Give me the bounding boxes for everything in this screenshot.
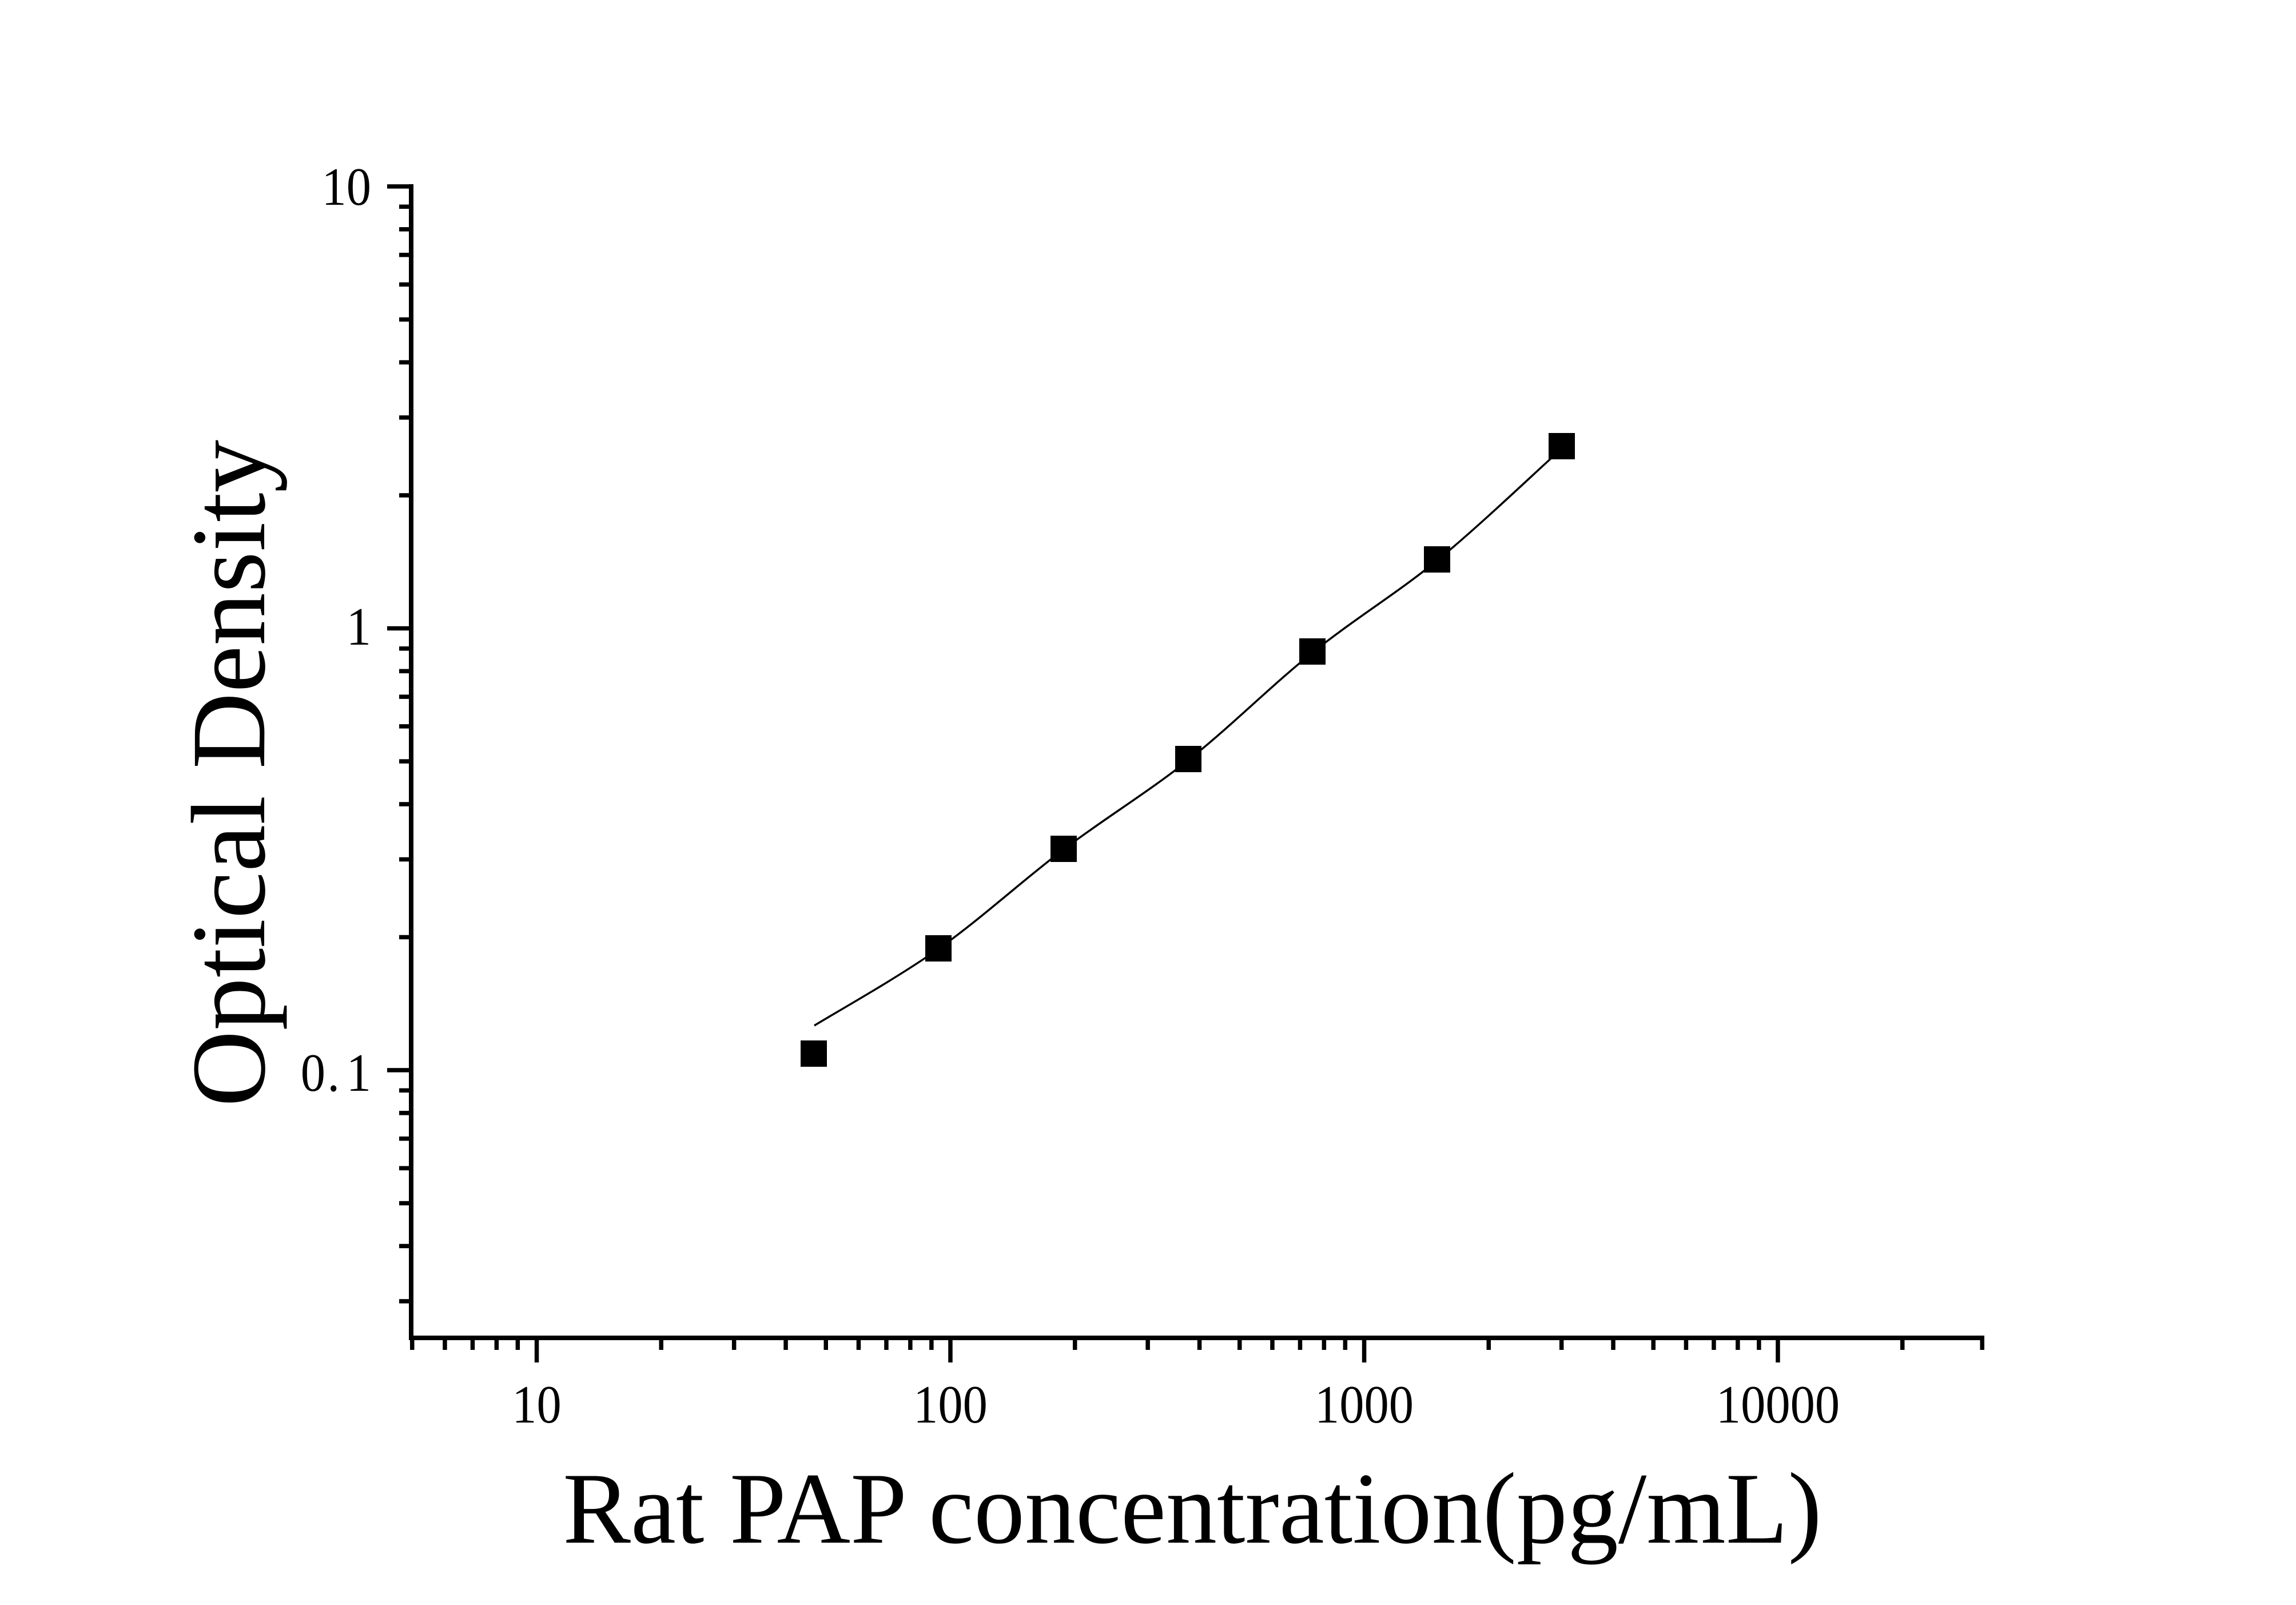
svg-text:1: 1 xyxy=(347,597,371,657)
svg-text:.: . xyxy=(327,1043,340,1103)
svg-text:Rat PAP concentration(pg/mL): Rat PAP concentration(pg/mL) xyxy=(563,1452,1822,1565)
svg-text:10: 10 xyxy=(512,1375,561,1435)
svg-text:0: 0 xyxy=(301,1043,325,1103)
svg-text:1000: 1000 xyxy=(1315,1375,1414,1435)
svg-text:100: 100 xyxy=(913,1375,988,1435)
svg-text:Optical Density: Optical Density xyxy=(170,440,288,1107)
svg-text:1: 1 xyxy=(347,1043,371,1103)
svg-text:10000: 10000 xyxy=(1716,1375,1840,1435)
svg-text:10: 10 xyxy=(322,157,371,217)
